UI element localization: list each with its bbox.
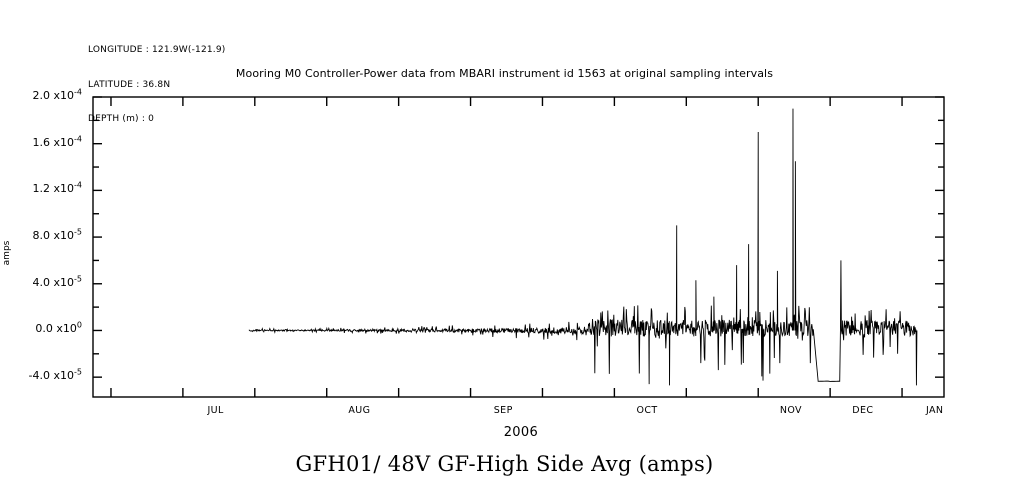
y-tick-exponent: -5: [74, 367, 82, 377]
y-tick-times-ten: x10: [50, 135, 75, 149]
x-tick-label: JUL: [207, 405, 224, 416]
y-tick-times-ten: x10: [50, 89, 75, 102]
y-tick-times-ten: x10: [50, 182, 75, 196]
x-tick-label: OCT: [636, 405, 658, 416]
y-tick-times-ten: x10: [50, 229, 75, 243]
y-tick-label: -4.0 x10-5: [2, 367, 82, 383]
y-tick-mantissa: -4.0: [28, 369, 50, 383]
x-tick-label: AUG: [348, 405, 371, 416]
depth-line: DEPTH (m) : 0: [88, 114, 155, 124]
y-tick-label: 8.0 x10-5: [2, 227, 83, 243]
y-tick-mantissa: 1.6: [32, 135, 51, 149]
y-tick-label: 4.0 x10-5: [2, 274, 83, 289]
y-tick-exponent: -5: [74, 274, 82, 284]
longitude-line: LONGITUDE : 121.9W(-121.9): [88, 45, 226, 55]
x-tick-label: NOV: [779, 405, 802, 416]
y-tick-exponent: -5: [74, 227, 82, 237]
y-tick-mantissa: 1.2: [32, 182, 51, 196]
x-axis-label: 2006: [503, 425, 539, 440]
y-tick-label: 2.0 x10-4: [2, 87, 83, 102]
y-tick-times-ten: x10: [50, 369, 75, 383]
y-tick-mantissa: 0.0: [35, 322, 53, 336]
y-tick-times-ten: x10: [52, 322, 77, 336]
y-tick-label: 1.2 x10-4: [2, 180, 83, 196]
y-tick-exponent: -4: [74, 180, 82, 190]
y-tick-mantissa: 8.0: [32, 229, 51, 243]
data-trace: [248, 108, 918, 386]
y-tick-label: 0.0 x100: [2, 320, 82, 336]
x-tick-label: JAN: [925, 405, 944, 416]
y-tick-exponent: 0: [76, 320, 82, 330]
x-tick-label: DEC: [852, 405, 874, 416]
y-tick-mantissa: 4.0: [32, 275, 51, 289]
x-tick-label: SEP: [493, 405, 513, 416]
latitude-line: LATITUDE : 36.8N: [88, 79, 171, 90]
y-tick-times-ten: x10: [50, 275, 75, 289]
y-tick-label: 1.6 x10-4: [2, 134, 83, 149]
plot-frame: [92, 96, 945, 398]
chart-caption: GFH01/ 48V GF-High Side Avg (amps): [295, 452, 714, 476]
plot-title: Mooring M0 Controller-Power data from MB…: [235, 67, 774, 80]
station-metadata: LONGITUDE : 121.9W(-121.9) LATITUDE : 36…: [88, 22, 226, 149]
y-tick-exponent: -4: [74, 134, 82, 144]
y-tick-exponent: -4: [74, 87, 82, 97]
y-tick-mantissa: 2.0: [32, 89, 51, 102]
